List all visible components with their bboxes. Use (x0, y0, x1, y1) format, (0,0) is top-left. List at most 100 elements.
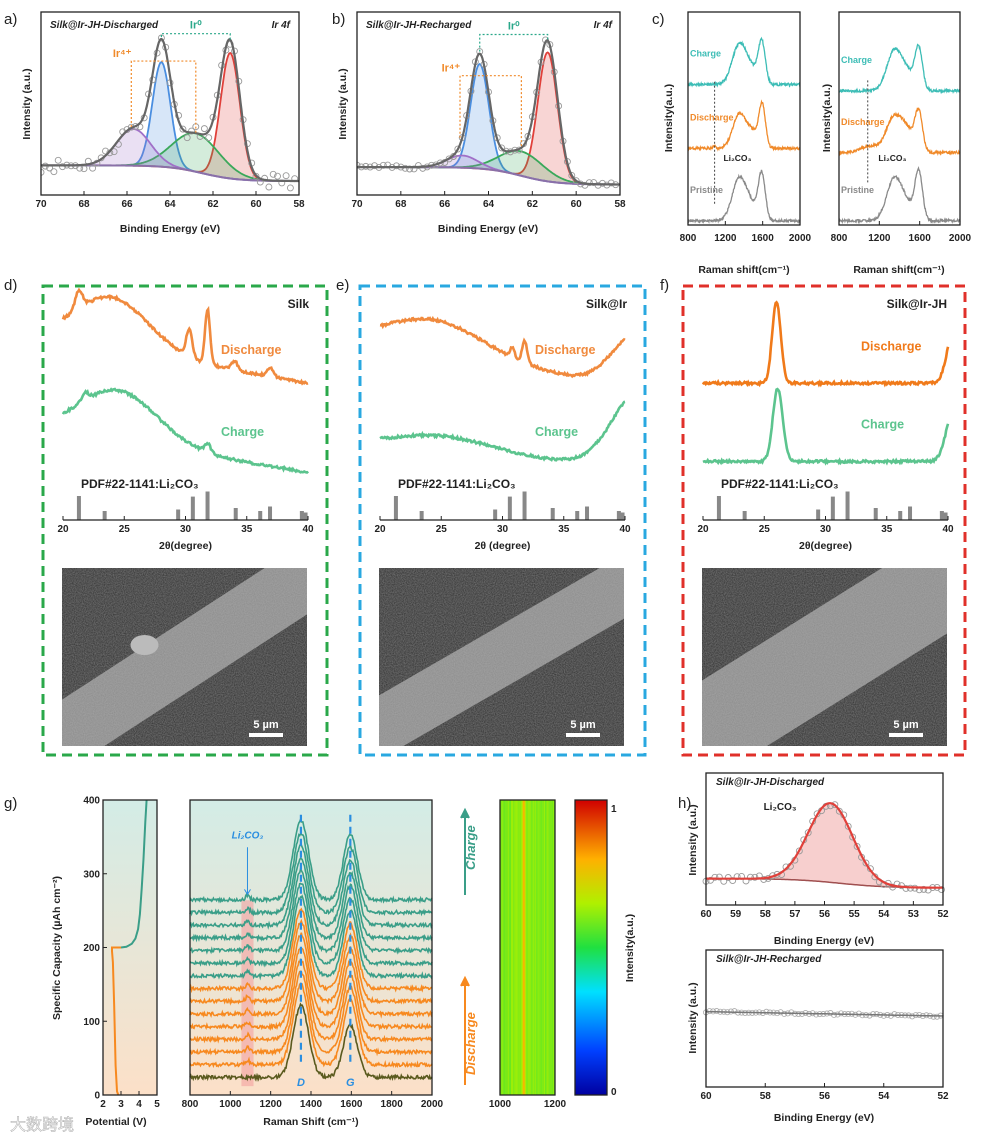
plot-area (62, 568, 307, 746)
chart-g-raman-xtick-label: 1800 (381, 1099, 404, 1110)
chart-a-data-point (188, 127, 195, 135)
chart-g-heatmap-cell (526, 800, 528, 1095)
chart-g-raman-trace (189, 843, 433, 930)
chart-h-top-data-point (729, 877, 737, 885)
chart-c-left-series-label: Discharge (690, 113, 734, 123)
chart-f-reference-stick (816, 509, 821, 520)
chart-c-right-series-label: Charge (841, 55, 872, 65)
chart-h-bottom-data-point (909, 1013, 916, 1020)
chart-g-li2co3-band (241, 900, 254, 1087)
chart-g-colorbar-min: 0 (611, 1087, 617, 1098)
chart-a-envelope-line (41, 37, 299, 183)
chart-g-raman-trace (189, 918, 433, 1006)
chart-b-data-point (607, 179, 615, 187)
chart-e-xtick-label: 40 (619, 524, 631, 535)
chart-d-sem-particle (130, 635, 159, 655)
chart-a-data-point (282, 172, 290, 180)
chart-d-series-label: Charge (221, 425, 264, 439)
chart-f-scale-bar (889, 733, 923, 737)
chart-h-bottom-data-point (827, 1010, 834, 1017)
panel-label-h: h) (678, 795, 691, 812)
plot-area (41, 34, 299, 192)
chart-b-xtick-label: 68 (395, 199, 407, 210)
chart-g-raman-trace (189, 907, 432, 994)
chart-d-reference-stick (190, 496, 195, 520)
chart-h-bottom-data-point (788, 1009, 795, 1016)
chart-b-data-point (498, 144, 506, 152)
chart-f-reference-stick (716, 496, 721, 520)
chart-h-top-data-point (715, 873, 723, 881)
chart-c-left-xtick-label: 2000 (789, 233, 812, 244)
chart-c-left-xtick-label: 800 (680, 233, 697, 244)
chart-g-heatmap-cell (535, 800, 537, 1095)
chart-h-top-data-point (835, 807, 843, 815)
plot-area (702, 568, 947, 746)
chart-h-bottom-xlabel: Binding Energy (eV) (774, 1112, 874, 1124)
chart-c-xlabel-left: Raman shift(cm⁻¹) (698, 264, 789, 276)
chart-h-top-fit-line (706, 802, 943, 889)
chart-b-ir4-label: Ir⁴⁺ (442, 63, 461, 75)
chart-g-cap-xtick-label: 3 (118, 1099, 124, 1110)
chart-g-heatmap-cell (520, 800, 523, 1095)
chart-b-xtick-label: 64 (483, 199, 495, 210)
chart-g-heatmap-cell (545, 800, 547, 1095)
chart-h-bottom-xtick-label: 54 (878, 1091, 890, 1102)
chart-e-xtick-label: 35 (558, 524, 570, 535)
chart-f-xtick-label: 20 (697, 524, 709, 535)
chart-g-raman-xtick-label: 2000 (421, 1099, 444, 1110)
panel-label-g: g) (4, 795, 17, 812)
chart-b-data-point (357, 161, 361, 169)
chart-a-xtick-label: 64 (164, 199, 176, 210)
chart-f-reference-label: PDF#22-1141:Li₂CO₃ (721, 477, 839, 491)
chart-g-heatmap-cell (500, 800, 502, 1095)
chart-g-heatmap-axes (499, 799, 556, 1096)
chart-g-heatmap-cell (511, 800, 513, 1095)
chart-h-top-data-point (711, 873, 719, 881)
chart-f-dashed-frame (681, 284, 967, 757)
chart-g-raman-trace (189, 1002, 433, 1083)
chart-a-data-point (286, 184, 294, 192)
chart-f-series-label: Discharge (861, 339, 921, 353)
chart-a-data-point (54, 156, 62, 164)
chart-a-xtick-label: 66 (121, 199, 133, 210)
chart-d-xtick-label: 20 (57, 524, 69, 535)
chart-g-raman-trace (189, 857, 433, 943)
chart-h-bottom-data-point (866, 1012, 873, 1019)
chart-d-scale-bar-label: 5 µm (253, 719, 279, 731)
panel-label-a: a) (4, 11, 17, 28)
chart-a-ylabel: Intensity (a.u.) (21, 68, 33, 139)
chart-h-top-xtick-label: 59 (730, 909, 742, 920)
chart-b-data-point (419, 164, 427, 172)
chart-g-heatmap-cell (509, 800, 512, 1095)
chart-g-heatmap-cell (531, 800, 534, 1095)
chart-h-top-data-point (938, 886, 945, 894)
chart-b-component-fill (357, 150, 620, 185)
chart-g-raman-xtick-label: 1000 (219, 1099, 242, 1110)
chart-g-raman-trace (189, 932, 433, 1019)
chart-h-bottom-data-point (855, 1010, 862, 1017)
chart-e-xtick-label: 30 (497, 524, 509, 535)
chart-h-bottom-data-point (930, 1013, 937, 1020)
chart-f-xtick-label: 35 (881, 524, 893, 535)
chart-c-right-xtick-label: 2000 (949, 233, 972, 244)
chart-a-ir0-bracket (160, 33, 231, 40)
chart-e-reference-stick (493, 509, 498, 520)
chart-g-heatmap-cell (547, 800, 549, 1095)
chart-f-xlabel: 2θ(degree) (799, 540, 852, 552)
chart-g-heatmap-cell (522, 800, 524, 1095)
chart-a-data-point (89, 164, 97, 172)
chart-a-ir4-label: Ir⁴⁺ (113, 48, 132, 60)
chart-e-reference-stick (550, 508, 555, 520)
chart-a-ir4-bracket (130, 60, 197, 134)
chart-a-data-point (205, 134, 213, 142)
chart-d-xtick-label: 30 (180, 524, 192, 535)
chart-g-cap-xlabel: Potential (V) (85, 1116, 146, 1128)
chart-d-reference-stick (268, 506, 273, 520)
chart-c-left-series-charge (687, 36, 801, 88)
chart-h-top-data-point (746, 873, 754, 881)
chart-f-xtick-label: 40 (942, 524, 954, 535)
chart-g-li2co3-label: Li₂CO₃ (232, 830, 264, 841)
chart-d-reference-stick (303, 512, 308, 520)
chart-h-top-title: Silk@Ir-JH-Discharged (716, 777, 825, 788)
chart-g-colorbar (574, 799, 608, 1096)
